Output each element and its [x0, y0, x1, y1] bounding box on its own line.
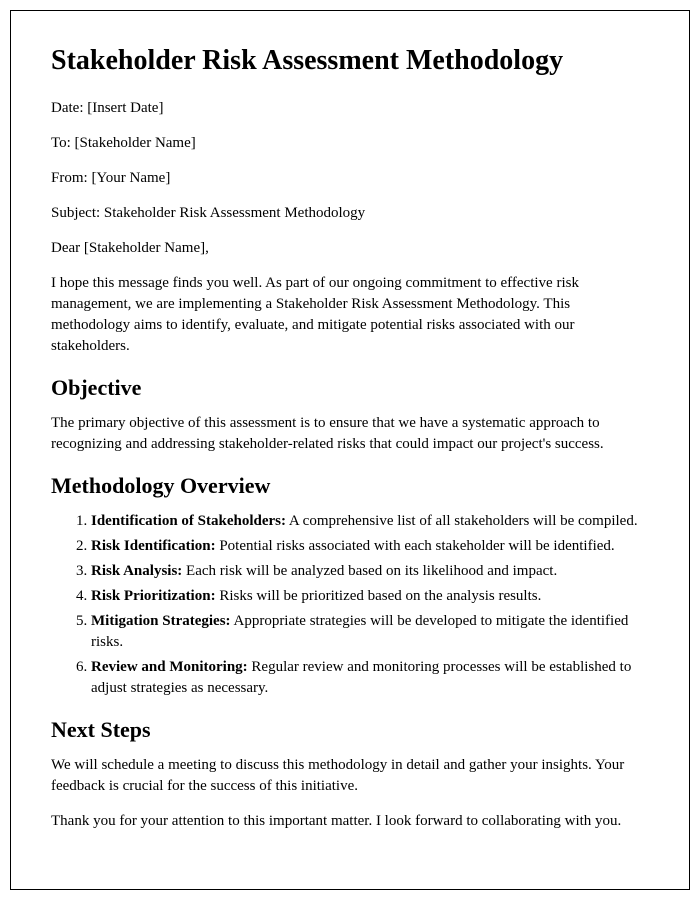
methodology-item-desc: A comprehensive list of all stakeholders…: [286, 513, 638, 529]
objective-body: The primary objective of this assessment…: [51, 413, 649, 455]
objective-heading: Objective: [51, 375, 649, 401]
subject-label: Subject:: [51, 205, 104, 221]
methodology-item-label: Risk Prioritization:: [91, 588, 216, 604]
to-line: To: [Stakeholder Name]: [51, 133, 649, 154]
subject-value: Stakeholder Risk Assessment Methodology: [104, 205, 365, 221]
subject-line: Subject: Stakeholder Risk Assessment Met…: [51, 203, 649, 224]
methodology-item: Review and Monitoring: Regular review an…: [91, 657, 649, 699]
salutation: Dear [Stakeholder Name],: [51, 238, 649, 259]
methodology-heading: Methodology Overview: [51, 473, 649, 499]
methodology-item-label: Risk Identification:: [91, 538, 216, 554]
methodology-item: Risk Prioritization: Risks will be prior…: [91, 586, 649, 607]
date-value: [Insert Date]: [87, 100, 163, 116]
methodology-item: Mitigation Strategies: Appropriate strat…: [91, 611, 649, 653]
methodology-item-desc: Risks will be prioritized based on the a…: [216, 588, 542, 604]
methodology-item-label: Mitigation Strategies:: [91, 613, 231, 629]
methodology-list: Identification of Stakeholders: A compre…: [91, 511, 649, 699]
methodology-item-label: Review and Monitoring:: [91, 659, 248, 675]
methodology-item-desc: Potential risks associated with each sta…: [216, 538, 615, 554]
methodology-item-label: Risk Analysis:: [91, 563, 182, 579]
from-label: From:: [51, 170, 91, 186]
next-steps-heading: Next Steps: [51, 717, 649, 743]
methodology-item: Risk Analysis: Each risk will be analyze…: [91, 561, 649, 582]
next-steps-body-1: We will schedule a meeting to discuss th…: [51, 755, 649, 797]
page-title: Stakeholder Risk Assessment Methodology: [51, 43, 649, 78]
methodology-item: Identification of Stakeholders: A compre…: [91, 511, 649, 532]
next-steps-body-2: Thank you for your attention to this imp…: [51, 811, 649, 832]
methodology-item: Risk Identification: Potential risks ass…: [91, 536, 649, 557]
from-value: [Your Name]: [91, 170, 170, 186]
methodology-item-desc: Each risk will be analyzed based on its …: [182, 563, 557, 579]
from-line: From: [Your Name]: [51, 168, 649, 189]
to-value: [Stakeholder Name]: [75, 135, 196, 151]
intro-paragraph: I hope this message finds you well. As p…: [51, 273, 649, 357]
date-label: Date:: [51, 100, 87, 116]
to-label: To:: [51, 135, 75, 151]
methodology-item-label: Identification of Stakeholders:: [91, 513, 286, 529]
date-line: Date: [Insert Date]: [51, 98, 649, 119]
document-page: Stakeholder Risk Assessment Methodology …: [10, 10, 690, 890]
